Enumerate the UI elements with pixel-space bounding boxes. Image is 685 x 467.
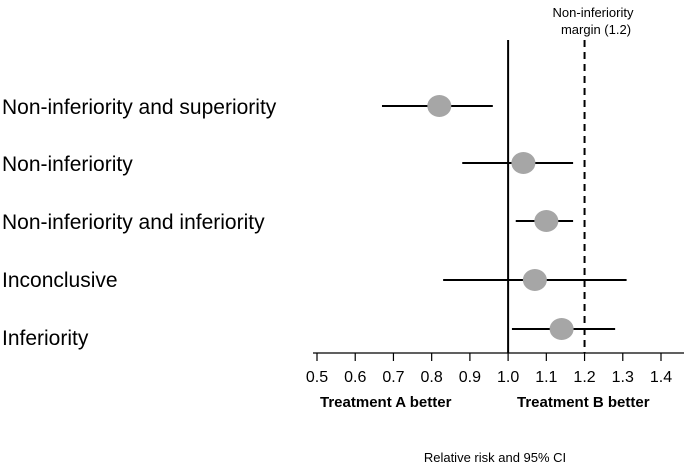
left-side-label: Treatment A better <box>320 394 452 411</box>
point-estimate <box>549 318 574 340</box>
x-axis-title: Relative risk and 95% CI <box>424 450 566 465</box>
x-axis-tick-labels: 0.5 0.6 0.7 0.8 0.9 1.0 1.1 1.2 1.3 1.4 <box>306 369 672 386</box>
x-tick-label: 0.9 <box>459 369 481 386</box>
point-estimate <box>427 95 452 117</box>
x-tick-label: 0.8 <box>421 369 443 386</box>
x-tick-label: 1.2 <box>573 369 595 386</box>
row-label-non-inferiority-superiority: Non-inferiority and superiority <box>2 96 277 119</box>
margin-label-line2: margin (1.2) <box>561 22 631 37</box>
point-estimate <box>511 152 536 174</box>
row-label-non-inferiority-inferiority: Non-inferiority and inferiority <box>2 211 265 234</box>
x-axis-ticks <box>316 353 662 361</box>
x-tick-label: 1.3 <box>612 369 634 386</box>
chart-marks <box>381 95 627 340</box>
right-side-label: Treatment B better <box>517 394 650 411</box>
x-tick-label: 1.1 <box>535 369 557 386</box>
margin-label-line1: Non-inferiority <box>553 5 634 20</box>
row-label-inferiority: Inferiority <box>2 327 89 350</box>
point-estimate <box>534 210 559 232</box>
x-tick-label: 1.4 <box>650 369 672 386</box>
x-tick-label: 0.7 <box>382 369 404 386</box>
point-estimate <box>522 269 547 291</box>
row-label-inconclusive: Inconclusive <box>2 269 118 292</box>
x-tick-label: 0.5 <box>306 369 328 386</box>
row-labels: Non-inferiority and superiority Non-infe… <box>2 96 277 350</box>
x-tick-label: 0.6 <box>344 369 366 386</box>
x-tick-label: 1.0 <box>497 369 519 386</box>
row-label-non-inferiority: Non-inferiority <box>2 153 133 176</box>
